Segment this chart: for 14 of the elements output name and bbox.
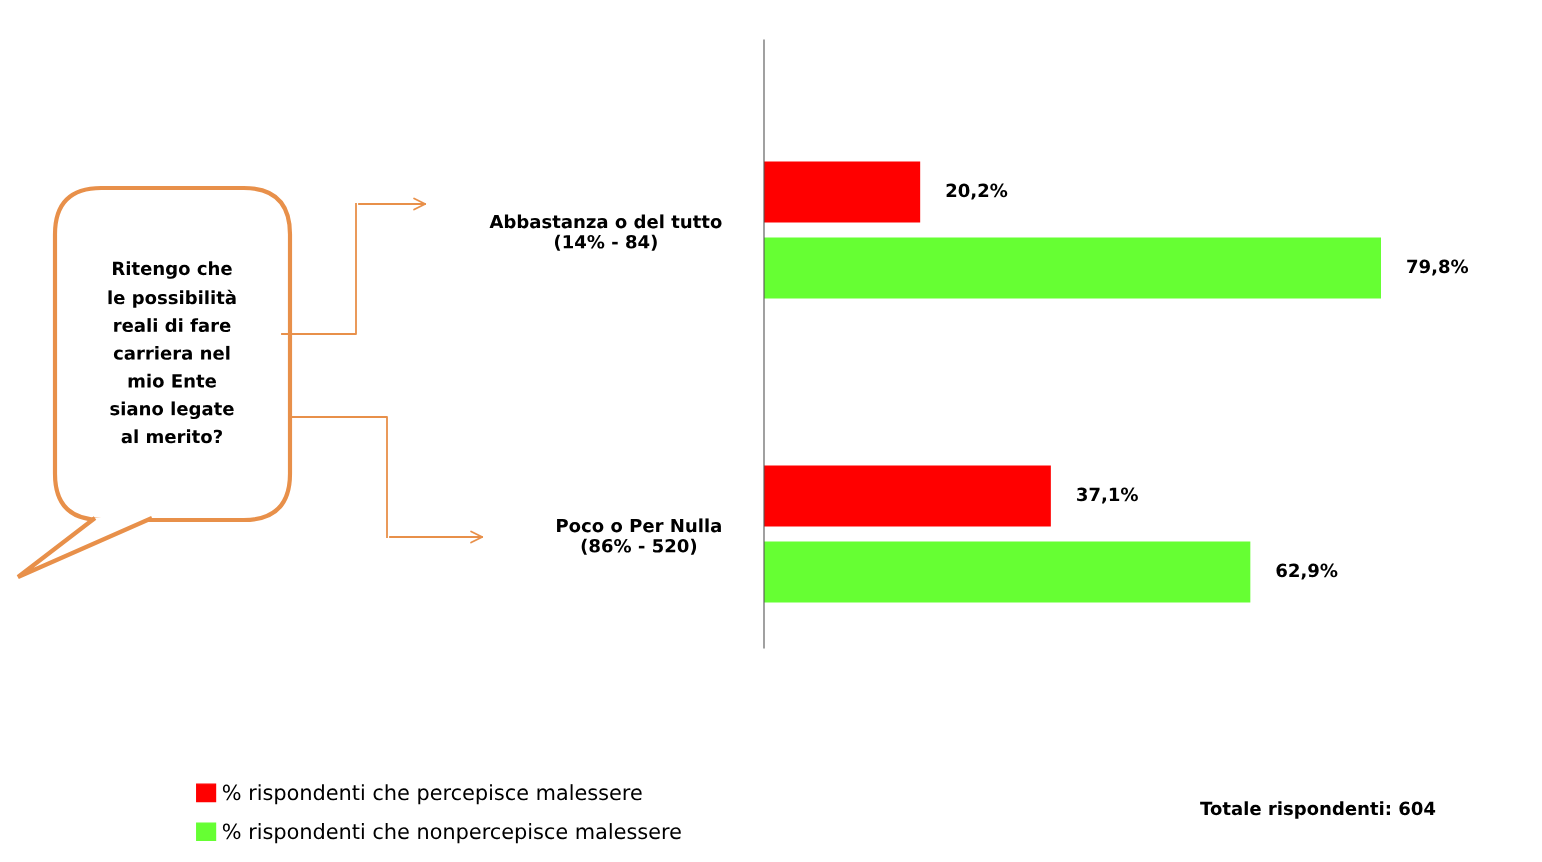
data-label: 20,2% <box>946 183 1008 200</box>
text: Totale rispondenti: 604 <box>1200 801 1436 819</box>
data-label: 79,8% <box>1407 259 1469 276</box>
bar <box>764 541 1251 603</box>
y-tick-label: Abbastanza o del tutto (14% - 84) <box>489 214 722 251</box>
legend-label: % rispondenti che nonpercepisce malessere <box>222 823 681 844</box>
data-label: 37,1% <box>1077 487 1138 504</box>
text: Ritengo che le possibilità reali di fare carriera nel mio Ente siano legate al merito? <box>108 261 236 444</box>
data-label: 62,9% <box>1276 563 1338 580</box>
legend-label: % rispondenti che percepisce malessere <box>222 784 642 805</box>
y-tick-label: Poco o Per Nulla (86% - 520) <box>557 518 721 555</box>
bar <box>764 161 921 223</box>
bar <box>764 237 1381 299</box>
bar <box>764 465 1051 527</box>
